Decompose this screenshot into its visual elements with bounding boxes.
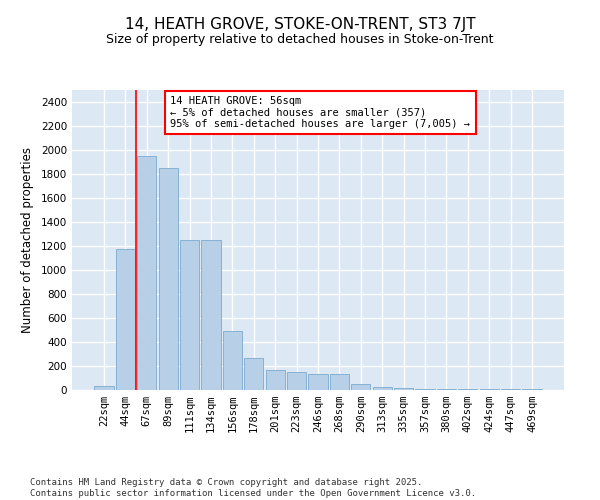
Bar [373,387,392,390]
Bar [94,386,113,390]
Bar [330,374,349,390]
Bar [180,240,199,390]
Y-axis label: Number of detached properties: Number of detached properties [21,147,34,333]
Text: Contains HM Land Registry data © Crown copyright and database right 2025.
Contai: Contains HM Land Registry data © Crown c… [30,478,476,498]
Bar [137,156,157,390]
Bar [202,240,221,390]
Bar [158,168,178,390]
Bar [415,388,434,390]
Bar [116,249,135,390]
Bar [308,374,328,390]
Bar [394,388,413,390]
Bar [437,389,456,390]
Bar [223,331,242,390]
Bar [287,372,306,390]
Bar [244,358,263,390]
Bar [351,384,370,390]
Text: Size of property relative to detached houses in Stoke-on-Trent: Size of property relative to detached ho… [106,32,494,46]
Bar [458,389,478,390]
Text: 14, HEATH GROVE, STOKE-ON-TRENT, ST3 7JT: 14, HEATH GROVE, STOKE-ON-TRENT, ST3 7JT [125,18,475,32]
Text: 14 HEATH GROVE: 56sqm
← 5% of detached houses are smaller (357)
95% of semi-deta: 14 HEATH GROVE: 56sqm ← 5% of detached h… [170,96,470,129]
Bar [266,370,285,390]
